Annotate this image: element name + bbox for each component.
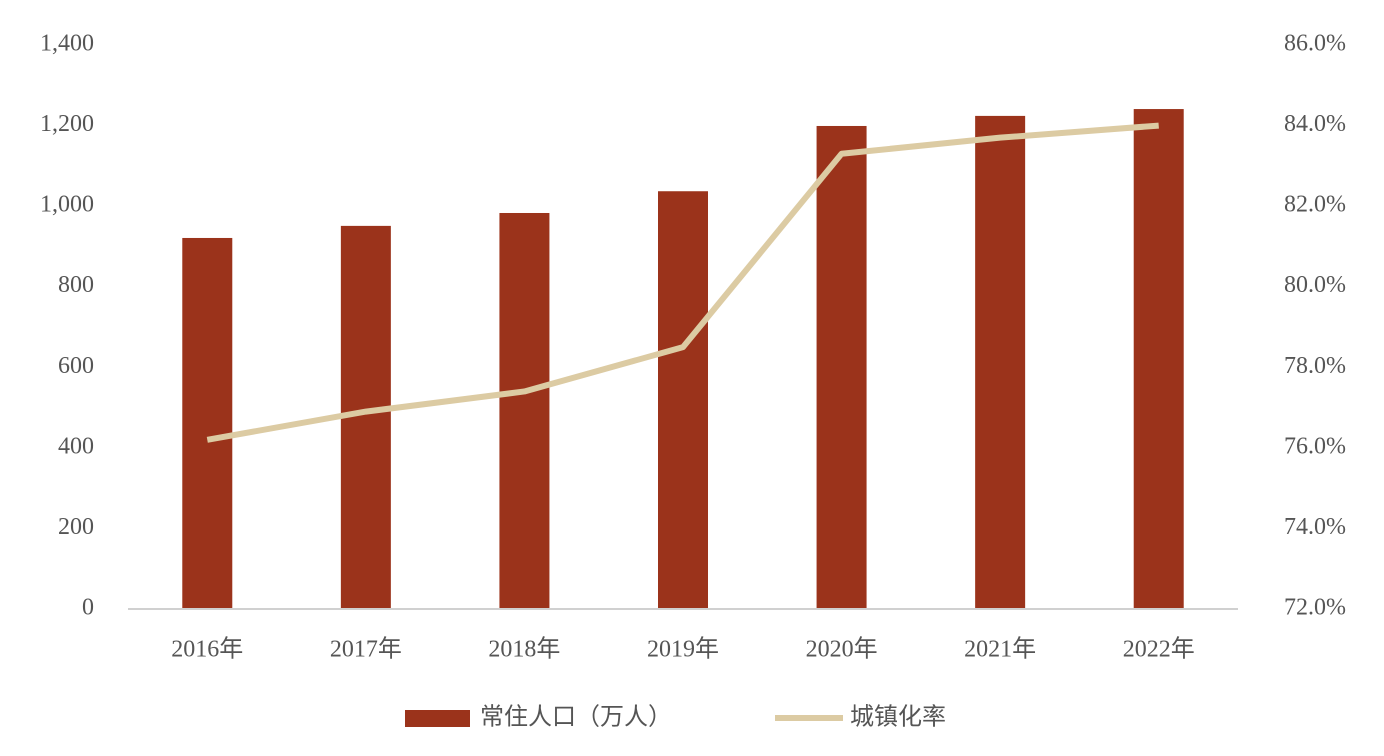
bar	[975, 115, 1026, 609]
y2-tick-label: 76.0%	[1284, 433, 1346, 459]
y2-tick-label: 80.0%	[1284, 272, 1346, 298]
legend-label: 城镇化率	[850, 704, 946, 731]
y2-tick-label: 78.0%	[1284, 353, 1346, 379]
line	[206, 122, 1159, 443]
y-tick-label: 1,200	[40, 111, 94, 137]
x-tick-label: 2022年	[1123, 636, 1195, 663]
bar	[499, 212, 550, 609]
y-tick-label: 400	[58, 433, 94, 459]
x-tick-label: 2020年	[806, 636, 878, 663]
y-tick-label: 600	[58, 353, 94, 379]
bar	[182, 237, 233, 609]
x-tick-label: 2017年	[330, 636, 402, 663]
legend-swatch	[405, 710, 470, 727]
y-tick-label: 1,000	[40, 192, 94, 218]
x-tick-label: 2016年	[171, 636, 243, 663]
bar	[1133, 109, 1184, 609]
y-tick-label: 0	[82, 595, 94, 621]
y2-tick-label: 84.0%	[1284, 111, 1346, 137]
y-tick-label: 800	[58, 272, 94, 298]
y-tick-label: 1,400	[40, 31, 94, 57]
bar	[816, 125, 867, 609]
x-tick-label: 2021年	[964, 636, 1036, 663]
y2-tick-label: 86.0%	[1284, 31, 1346, 57]
y2-tick-label: 74.0%	[1284, 514, 1346, 540]
x-tick-label: 2018年	[488, 636, 560, 663]
y-tick-label: 200	[58, 514, 94, 540]
y2-tick-label: 72.0%	[1284, 595, 1346, 621]
y2-tick-label: 82.0%	[1284, 192, 1346, 218]
legend-label: 常住人口（万人）	[480, 704, 672, 731]
bar	[658, 191, 708, 610]
x-tick-label: 2019年	[647, 636, 719, 663]
